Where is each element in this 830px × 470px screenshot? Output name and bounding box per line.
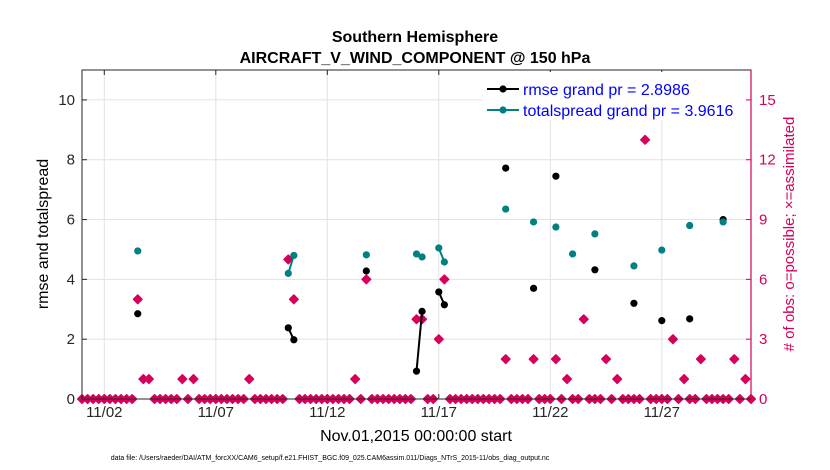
footnote: data file: /Users/raeder/DAI/ATM_forcXX/… <box>111 455 550 462</box>
spread-point <box>529 218 538 226</box>
legend-rmse-label: rmse grand pr = 2.8986 <box>523 82 690 99</box>
spread-point <box>686 221 694 230</box>
spread-point <box>630 262 638 270</box>
y2-axis-label: # of obs: o=possible; ×=assimilated <box>781 117 798 352</box>
chart-subtitle: AIRCRAFT_V_WIND_COMPONENT @ 150 hPa <box>240 50 591 67</box>
rmse-point <box>630 299 638 307</box>
obs-count-marker <box>132 294 143 305</box>
spread-point <box>440 258 448 266</box>
rmse-point <box>529 284 538 292</box>
obs-count-marker <box>640 134 651 145</box>
spread-point <box>284 269 292 277</box>
legend-spread-marker <box>499 106 507 114</box>
obs-count-marker <box>350 374 361 385</box>
spread-point <box>362 251 370 259</box>
y2-axis-ticks: 0 3 6 9 12 15 <box>746 92 776 408</box>
obs-count-marker <box>601 354 612 365</box>
y2-tick-label: 9 <box>759 212 767 229</box>
x-axis-label: Nov.01,2015 00:00:00 start <box>320 428 512 445</box>
y2-tick-label: 3 <box>759 331 767 348</box>
y-tick-label: 2 <box>67 331 75 348</box>
spread-point <box>502 205 510 213</box>
spread-point <box>435 244 443 252</box>
spread-point <box>552 223 560 231</box>
rmse-point <box>290 336 298 344</box>
legend-rmse-marker <box>499 85 507 93</box>
y2-tick-label: 0 <box>759 391 767 408</box>
rmse-point <box>362 267 370 275</box>
grid <box>82 70 751 399</box>
obs-count-marker <box>695 354 706 365</box>
obs-count-marker <box>612 374 623 385</box>
y-tick-label: 6 <box>67 212 75 229</box>
obs-count-marker <box>244 374 255 385</box>
spread-point <box>290 251 298 260</box>
rmse-point <box>435 288 443 296</box>
obs-count-marker <box>188 374 199 385</box>
x-axis-ticks: 11/02 11/07 11/12 11/17 11/22 11/27 <box>86 70 680 421</box>
y-tick-label: 10 <box>58 92 75 109</box>
rmse-point <box>134 310 142 318</box>
obs-count-marker <box>740 374 751 385</box>
spread-point <box>591 230 599 238</box>
obs-count-marker <box>143 374 154 385</box>
rmse-line-segment <box>415 311 424 372</box>
x-tick-label: 11/27 <box>644 404 680 421</box>
rmse-point <box>284 324 292 332</box>
rmse-point <box>440 301 448 309</box>
y-axis-ticks: 0 2 4 6 8 10 <box>58 92 87 408</box>
rmse-point <box>502 164 510 172</box>
obs-count-marker <box>578 314 589 325</box>
rmse-point <box>658 317 666 325</box>
y2-tick-label: 12 <box>759 152 776 169</box>
y-tick-label: 4 <box>67 271 75 288</box>
spread-point <box>412 250 421 258</box>
y2-tick-label: 15 <box>759 92 776 109</box>
chart-title: Southern Hemisphere <box>332 29 498 46</box>
rmse-point <box>591 266 599 274</box>
obs-count-marker <box>550 354 561 365</box>
spread-point <box>418 253 426 261</box>
x-tick-label: 11/02 <box>86 404 122 421</box>
obs-count-marker <box>283 254 294 265</box>
spread-point <box>134 247 142 255</box>
obs-count-marker <box>439 274 450 285</box>
data-series <box>134 164 727 375</box>
rmse-point <box>418 307 426 315</box>
y-axis-label: rmse and totalspread <box>35 159 52 309</box>
rmse-point <box>552 172 560 180</box>
rmse-point <box>686 315 694 323</box>
obs-count-marker <box>729 354 740 365</box>
obs-count-marker <box>667 334 678 345</box>
obs-count-marker <box>500 354 511 365</box>
x-tick-label: 11/17 <box>421 404 457 421</box>
rmse-point <box>412 367 421 375</box>
spread-point <box>569 250 577 258</box>
legend: rmse grand pr = 2.8986 totalspread grand… <box>482 72 746 120</box>
spread-point <box>719 218 727 226</box>
legend-box <box>482 72 746 120</box>
spread-point <box>658 246 666 254</box>
x-tick-label: 11/07 <box>198 404 234 421</box>
obs-count-marker <box>433 334 444 345</box>
legend-spread-label: totalspread grand pr = 3.9616 <box>523 103 733 120</box>
y-tick-label: 8 <box>67 152 75 169</box>
obs-count-marker <box>679 374 690 385</box>
y-tick-label: 0 <box>67 391 75 408</box>
obs-count-marker <box>177 374 188 385</box>
x-tick-label: 11/22 <box>532 404 568 421</box>
x-tick-label: 11/12 <box>309 404 345 421</box>
y2-tick-label: 6 <box>759 271 767 288</box>
obs-count-marker <box>562 374 573 385</box>
obs-count-marker <box>288 294 299 305</box>
obs-count-marker <box>361 274 372 285</box>
obs-count-marker <box>528 354 539 365</box>
